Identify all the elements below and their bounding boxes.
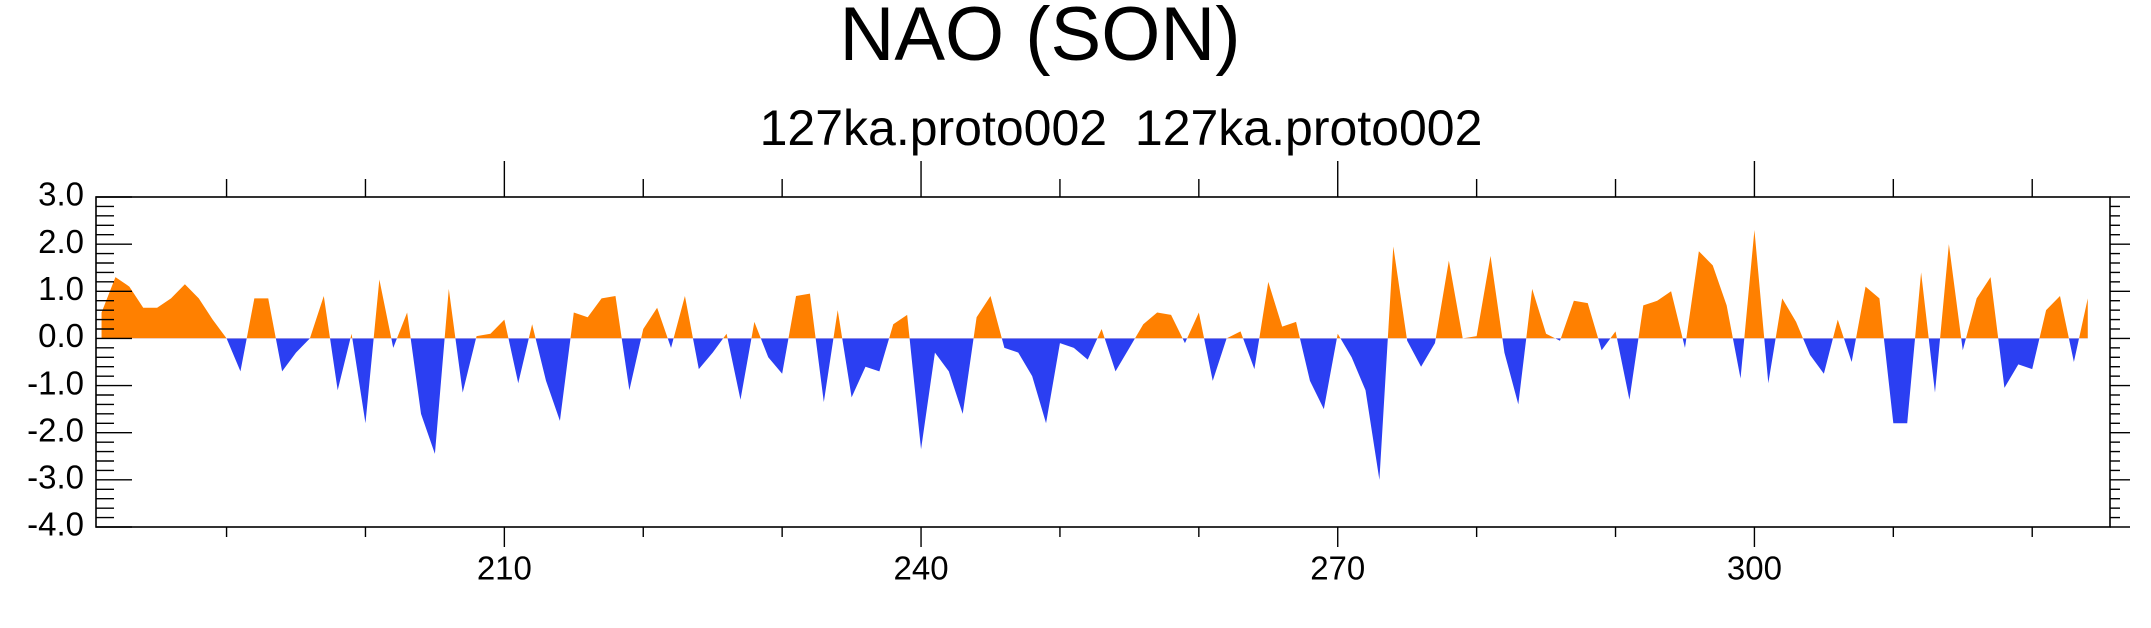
y-tick-label: 1.0 [38,270,84,307]
negative-area [101,338,2088,480]
positive-area [101,230,2088,339]
y-tick-label: 0.0 [38,317,84,354]
y-tick-label: -2.0 [27,411,84,448]
y-tick-label: 2.0 [38,223,84,260]
plot-frame [95,196,2111,528]
chart-title: NAO (SON) [839,0,1240,77]
chart-subtitle: 127ka.proto002 127ka.proto002 [760,100,1483,156]
y-tick-label: -1.0 [27,364,84,401]
x-tick-label: 300 [1727,550,1782,587]
x-tick-label: 210 [477,550,532,587]
x-tick-label: 270 [1310,550,1365,587]
y-tick-label: 3.0 [38,176,84,213]
y-tick-label: -4.0 [27,506,84,543]
y-tick-label: -3.0 [27,459,84,496]
x-tick-label: 240 [894,550,949,587]
